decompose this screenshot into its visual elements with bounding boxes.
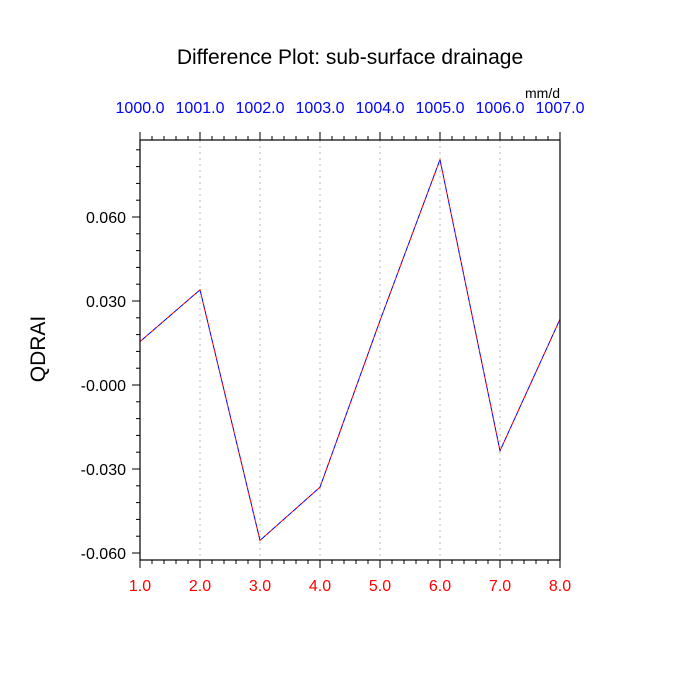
units-label: mm/d [525,85,560,101]
series-line-2 [139,157,561,542]
series-lines [139,157,561,542]
x-tick-label: 2.0 [189,578,211,595]
y-tick-label: -0.000 [81,378,126,395]
axis-ticks [132,132,561,568]
top-tick-label: 1007.0 [536,100,585,117]
x-tick-label: 4.0 [309,578,331,595]
top-tick-label: 1001.0 [176,100,225,117]
y-tick-label: 0.060 [86,210,126,227]
y-tick-label: -0.060 [81,546,126,563]
x-tick-label: 7.0 [489,578,511,595]
y-tick-label: 0.030 [86,294,126,311]
top-tick-label: 1004.0 [356,100,405,117]
y-tick-label: -0.030 [81,462,126,479]
x-tick-label: 5.0 [369,578,391,595]
grid-lines [199,140,501,560]
top-tick-label: 1006.0 [476,100,525,117]
series-line-1 [139,157,561,542]
x-tick-label: 8.0 [549,578,571,595]
y-axis-label: QDRAI [27,316,50,383]
x-tick-label: 6.0 [429,578,451,595]
top-tick-label: 1000.0 [116,100,165,117]
chart-title: Difference Plot: sub-surface drainage [177,46,523,69]
x-tick-label: 3.0 [249,578,271,595]
tick-labels: 1.0 2.0 3.0 4.0 5.0 6.0 7.0 8.0 1000.0 1001.0 1002… [81,100,585,595]
top-tick-label: 1005.0 [416,100,465,117]
top-tick-label: 1002.0 [236,100,285,117]
top-tick-label: 1003.0 [296,100,345,117]
x-tick-label: 1.0 [129,578,151,595]
plot-frame [139,139,561,561]
